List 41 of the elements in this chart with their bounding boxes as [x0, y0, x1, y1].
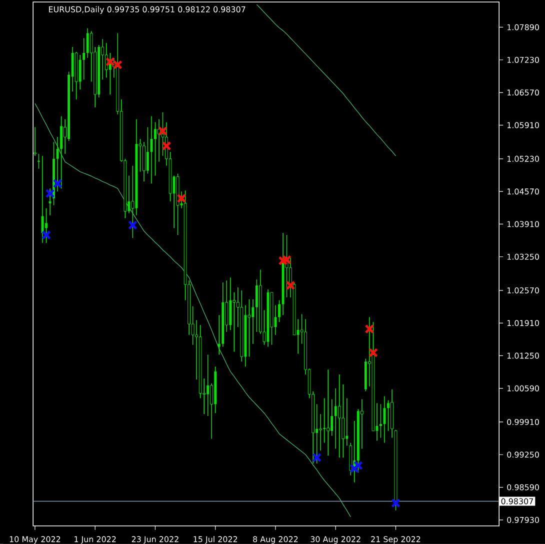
point: [286, 280, 296, 290]
point: [128, 220, 138, 230]
candlestick: [319, 414, 322, 452]
candlestick: [252, 298, 254, 344]
candlestick: [326, 369, 330, 456]
point: [368, 348, 378, 358]
point: [364, 324, 374, 334]
point: [176, 194, 186, 204]
candlestick: [289, 257, 292, 298]
candlestick: [338, 374, 341, 458]
candlestick: [78, 54, 82, 90]
point: [350, 464, 360, 474]
candlestick: [323, 398, 326, 444]
candlestick: [346, 398, 348, 446]
candlestick: [380, 404, 382, 438]
candlestick: [330, 398, 334, 436]
candlestick: [154, 122, 156, 176]
candlestick: [206, 354, 210, 417]
candlestick: [86, 28, 89, 58]
candlestick: [82, 38, 86, 80]
candlestick: [60, 116, 62, 189]
point: [278, 256, 288, 266]
point: [158, 126, 168, 136]
candlestick: [334, 388, 337, 450]
point: [353, 460, 363, 470]
candlestick: [278, 300, 280, 323]
candlestick: [387, 400, 390, 432]
candlestick: [248, 298, 251, 358]
point: [312, 452, 322, 462]
point: [391, 498, 400, 508]
candlestick: [34, 126, 36, 156]
candlestick: [256, 279, 258, 332]
point: [52, 178, 62, 188]
point: [45, 188, 55, 198]
point: [162, 141, 172, 151]
candlestick: [146, 126, 149, 174]
candlestick: [38, 154, 40, 170]
point: [282, 255, 292, 265]
candlestick: [45, 208, 48, 244]
candlestick: [218, 314, 220, 356]
point: [42, 230, 51, 240]
